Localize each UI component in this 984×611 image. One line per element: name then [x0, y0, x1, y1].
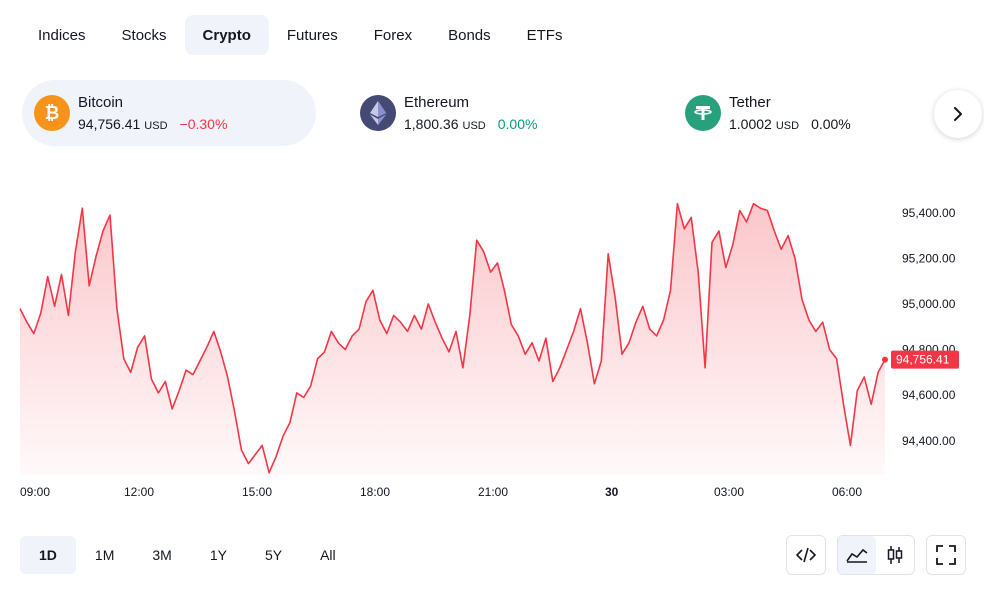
- last-price-dot: [882, 356, 888, 363]
- y-tick-label: 94,600.00: [902, 388, 956, 402]
- area-chart-icon: [846, 548, 868, 563]
- ticker-name: Bitcoin: [78, 94, 124, 111]
- ticker-card-bitcoin[interactable]: ₿ Bitcoin 94,756.41 USD −0.30%: [22, 80, 316, 146]
- ticker-currency: USD: [462, 120, 486, 132]
- chart-type-group: [837, 535, 915, 575]
- range-3m[interactable]: 3M: [152, 547, 172, 563]
- ticker-currency: USD: [144, 120, 168, 132]
- ticker-name: Ethereum: [404, 94, 470, 111]
- range-all[interactable]: All: [320, 547, 336, 563]
- last-price-label: 94,756.41: [891, 350, 959, 369]
- embed-group: [786, 535, 826, 575]
- fullscreen-button[interactable]: [927, 536, 965, 574]
- tab-forex[interactable]: Forex: [373, 26, 413, 44]
- x-tick-label: 09:00: [20, 485, 50, 499]
- tab-indices[interactable]: Indices: [38, 26, 86, 44]
- y-tick-label: 95,200.00: [902, 251, 956, 265]
- x-tick-label: 12:00: [124, 485, 154, 499]
- x-tick-label: 06:00: [832, 485, 862, 499]
- range-selector: 1D 1M 3M 1Y 5Y All: [20, 536, 355, 574]
- carousel-next-button[interactable]: [934, 90, 982, 138]
- ticker-currency: USD: [775, 120, 800, 132]
- x-tick-label: 30: [605, 485, 619, 499]
- tab-futures[interactable]: Futures: [286, 26, 338, 44]
- x-tick-label: 21:00: [478, 485, 508, 499]
- ticker-card-tether[interactable]: Tether 1.0002 USD 0.00%: [673, 80, 933, 146]
- y-tick-label: 94,400.00: [902, 434, 956, 448]
- tab-bonds[interactable]: Bonds: [448, 26, 491, 44]
- bitcoin-glyph: ₿: [44, 102, 60, 123]
- area-chart-button[interactable]: [838, 536, 876, 574]
- range-1m[interactable]: 1M: [94, 547, 115, 563]
- ticker-card-ethereum[interactable]: Ethereum 1,800.36 USD 0.00%: [348, 80, 638, 146]
- code-icon: [796, 547, 816, 563]
- ticker-price: 1.0002: [729, 116, 772, 132]
- ticker-name: Tether: [729, 94, 771, 111]
- x-tick-label: 18:00: [360, 485, 390, 499]
- ticker-change: 0.00%: [811, 116, 851, 132]
- price-area-fill: [20, 203, 885, 475]
- chevron-right-icon: [954, 107, 962, 121]
- tether-glyph: [694, 106, 712, 120]
- market-tabs: Indices Stocks Crypto Futures Forex Bond…: [20, 15, 580, 55]
- candlestick-chart-button[interactable]: [876, 536, 914, 574]
- y-tick-label: 95,000.00: [902, 297, 956, 311]
- x-tick-label: 15:00: [242, 485, 272, 499]
- tether-icon: [685, 95, 721, 131]
- y-tick-label: 95,400.00: [902, 206, 956, 220]
- bitcoin-icon: ₿: [34, 95, 70, 131]
- ticker-price: 1,800.36: [404, 116, 459, 132]
- ethereum-glyph: [370, 101, 386, 125]
- price-line: [19, 202, 886, 474]
- candlestick-icon: [887, 546, 903, 564]
- fullscreen-group: [926, 535, 966, 575]
- range-1y[interactable]: 1Y: [209, 547, 227, 563]
- ethereum-icon: [360, 95, 396, 131]
- embed-button[interactable]: [787, 536, 825, 574]
- tab-stocks[interactable]: Stocks: [121, 26, 167, 44]
- ticker-change: 0.00%: [497, 116, 538, 132]
- range-5y[interactable]: 5Y: [264, 547, 283, 563]
- price-chart[interactable]: 95,400.0095,200.0095,000.0094,800.0094,6…: [0, 180, 984, 510]
- last-price-text: 94,756.41: [896, 353, 950, 367]
- range-1d[interactable]: 1D: [20, 536, 76, 574]
- fullscreen-icon: [936, 545, 956, 565]
- ticker-price: 94,756.41: [78, 116, 141, 132]
- ticker-change: −0.30%: [179, 116, 228, 132]
- tab-crypto[interactable]: Crypto: [184, 15, 269, 55]
- tab-etfs[interactable]: ETFs: [526, 26, 563, 44]
- x-axis: 09:00 12:00 15:00 18:00 21:00 30 03:00 06:00: [20, 485, 862, 499]
- ticker-carousel: ₿ Bitcoin 94,756.41 USD −0.30% Ethereum …: [22, 80, 984, 146]
- x-tick-label: 03:00: [714, 485, 744, 499]
- y-axis: 95,400.0095,200.0095,000.0094,800.0094,6…: [902, 206, 956, 448]
